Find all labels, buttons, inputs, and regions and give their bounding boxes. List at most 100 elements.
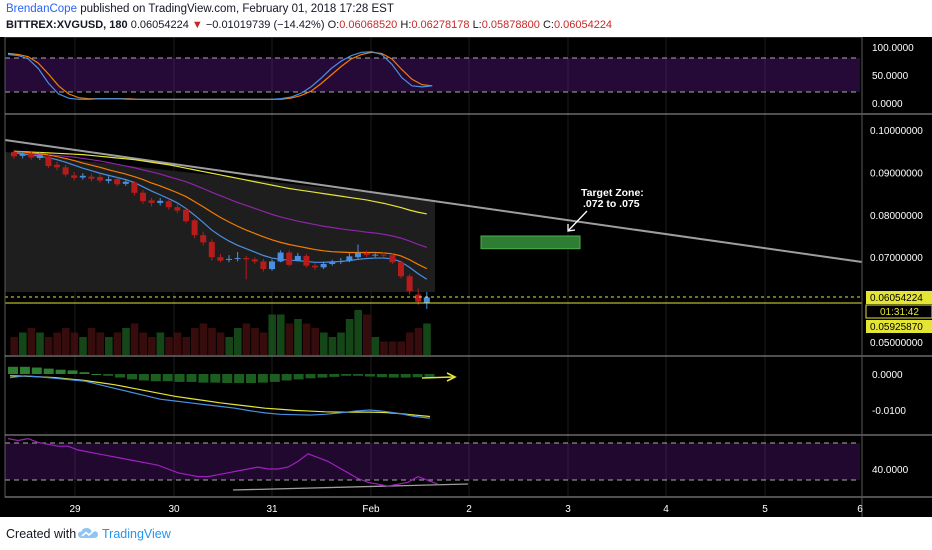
volume-bar [87,328,96,355]
macd-pane[interactable] [8,366,457,419]
ohlc-line: BITTREX:XVGUSD, 180 0.06054224 ▼ −0.0101… [6,19,612,31]
candle-body [148,200,155,203]
macd-hist-bar [8,366,18,374]
candle [200,231,207,246]
time-tick-3: 3 [565,504,571,515]
stochastic-pane[interactable] [5,51,860,100]
candle [329,259,336,266]
macd-arrow [421,376,454,379]
macd-histogram [8,366,435,383]
price-tick: 0.10000000 [870,126,923,137]
candle [36,151,43,161]
countdown-text: 01:31:42 [880,307,919,318]
last-price-tag-text: 0.06054224 [870,293,923,304]
price-pane[interactable]: Target Zone: .072 to .075 [4,139,863,355]
rsi-pane[interactable] [5,437,860,491]
price-tick: 0.09000000 [870,168,923,179]
volume-bar [53,332,61,355]
candle [226,255,232,263]
volume-bar [96,332,104,355]
macd-arrowhead-icon [446,372,457,382]
candle-body [320,263,327,268]
time-tick-31: 31 [266,504,278,515]
candle [303,253,310,268]
candle-body [157,200,164,203]
created-with-text: Created with [6,527,77,541]
low-label: L: [472,19,482,31]
candle-body [260,261,267,270]
author-link[interactable]: BrendanCope [6,3,77,15]
volume-bar [44,337,53,355]
volume-bar [156,332,165,355]
secondary-price-tag [866,320,932,333]
volume-bar [285,323,294,355]
macd-signal-line [9,375,431,418]
price-axis[interactable]: 100.0000 50.0000 0.0000 0.10000000 0.090… [865,43,932,476]
candle [398,260,404,279]
candle-body [251,259,258,262]
candle [191,219,198,239]
time-tick-4: 4 [663,504,669,515]
candle-body [62,167,69,175]
volume-bar [311,328,319,355]
candle [165,198,172,210]
tradingview-link[interactable]: TradingView [102,527,171,541]
target-arrow [567,210,588,232]
volume-bar [294,319,302,355]
candle-body [174,207,181,211]
chart-canvas[interactable]: Target Zone: .072 to .075 100.0000 50.00… [0,37,932,517]
candle-body [294,255,301,261]
macd-hist-bar [281,374,292,381]
candle [251,257,258,264]
macd-hist-bar [115,374,126,378]
macd-hist-bar [269,374,280,382]
low-value: 0.05878800 [481,19,540,31]
macd-hist-bar [67,370,78,374]
countdown-tag [865,304,932,319]
candle-body [226,258,232,260]
time-tick-5: 5 [762,504,768,515]
candle-body [303,255,310,266]
macd-tick-0: 0.0000 [872,370,903,381]
volume-bar [397,341,405,355]
macd-hist-bar [127,374,137,380]
publish-line: BrendanCope published on TradingView.com… [6,3,394,15]
volume-bars [10,310,431,355]
volume-bar [225,337,233,355]
candle-body [415,294,422,302]
candle [277,250,284,263]
candle [88,173,95,182]
macd-hist-bar [43,368,54,374]
descending-trendline[interactable] [4,139,863,263]
candle-body [183,209,189,222]
close-value: 0.06054224 [553,19,613,31]
candle-body [217,257,224,261]
tradingview-cloud-icon[interactable] [77,526,99,540]
candle-body [105,179,112,181]
price-change: −0.01019739 (−14.42%) [205,19,325,31]
candle [105,176,112,184]
time-axis[interactable]: 29 30 31 Feb 2 3 4 5 6 [69,504,863,515]
candle [234,252,241,262]
volume-bar [251,328,259,355]
macd-hist-bar [234,374,245,383]
candle [79,173,86,180]
candle [312,263,318,270]
macd-hist-bar [31,367,42,374]
ma-cloud [5,152,435,292]
volume-bar [354,310,362,355]
candle-body [277,252,284,262]
candle-body [380,254,387,256]
candle-body [11,152,17,157]
stoch-tick-100: 100.0000 [872,43,914,54]
candle [183,208,189,224]
target-zone-box[interactable] [480,235,581,250]
last-price-tag [866,291,932,304]
candle-body [329,261,336,264]
candle-body [355,252,361,258]
candle [217,253,224,263]
symbol-label[interactable]: BITTREX:XVGUSD, 180 [6,19,128,31]
time-tick-30: 30 [168,504,180,515]
candle-body [312,265,318,268]
volume-bar [62,328,70,355]
